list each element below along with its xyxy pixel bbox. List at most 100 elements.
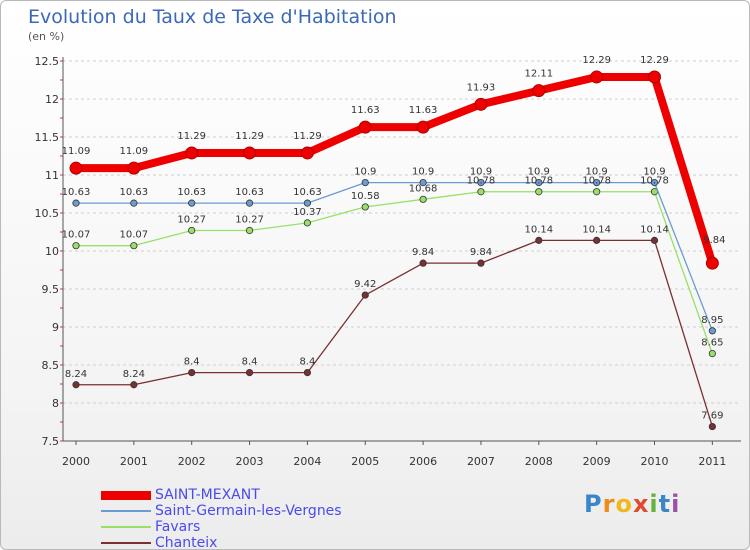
data-label: 11.29 [293,131,322,142]
data-label: 10.9 [528,167,550,178]
data-label: 10.63 [235,187,264,198]
data-point [708,349,716,358]
data-label: 7.69 [701,411,723,422]
data-point [593,236,601,244]
y-tick-label: 8.5 [42,359,60,372]
y-tick-label: 12.5 [35,55,60,68]
x-tick-label: 2003 [236,455,264,468]
data-label: 10.63 [120,187,149,198]
y-tick-label: 10 [45,245,59,258]
data-label: 10.14 [640,224,669,235]
data-point [648,70,661,84]
data-point [708,327,716,335]
x-tick-label: 2007 [467,455,495,468]
data-label: 12.29 [582,55,611,66]
series-line [72,72,717,268]
data-label: 10.07 [120,230,149,241]
axis-layer: 7.5 8 8.5 9 9.5 10 10.5 11 11.5 12 12.5 2000 2001 200… [35,55,741,468]
data-label: 11.29 [235,131,264,142]
data-label: 11.09 [120,146,149,157]
chart-title: Evolution du Taux de Taxe d'Habitation [28,6,397,28]
data-label: 10.9 [643,167,665,178]
data-point [188,226,196,235]
data-point [358,120,372,134]
data-point [130,381,138,389]
data-label: 8.24 [65,369,87,380]
logo-letter: o [615,490,633,518]
data-point [72,242,80,250]
data-label: 11.93 [467,82,496,93]
data-point [474,97,488,111]
data-label: 10.37 [293,207,322,218]
legend-swatch [101,503,151,519]
data-point [69,161,83,175]
chart-subtitle: (en %) [28,30,65,43]
data-point [477,179,485,187]
legend-swatch [101,487,151,503]
series-line [75,239,713,428]
data-point [188,368,196,377]
data-label: 10.9 [586,167,608,178]
data-label: 8.4 [299,357,315,368]
data-label: 11.09 [62,146,91,157]
data-point [303,368,311,377]
logo-letter: i [649,490,659,518]
data-point [245,199,254,207]
data-point [243,146,257,160]
legend-label: Chanteix [155,535,218,550]
data-point [130,199,138,207]
x-tick-label: 2001 [120,455,148,468]
legend-label: SAINT-MEXANT [155,487,260,503]
y-tick-label: 8 [52,397,59,410]
x-tick-label: 2009 [583,455,611,468]
data-label: 10.78 [640,176,669,187]
value-label-layer: 11.09 11.09 11.29 11.29 11.29 11.63 11.63 11.93… [62,55,726,422]
data-label: 9.84 [412,247,434,258]
x-tick-label: 2000 [62,455,90,468]
x-tick-label: 2011 [698,455,726,468]
data-point [361,203,369,211]
data-point [300,146,314,160]
grid-layer [63,60,741,404]
data-label: 10.58 [351,191,380,202]
data-point [303,199,311,207]
data-label: 8.65 [701,338,723,349]
data-label: 12.29 [640,55,669,66]
data-point [188,199,196,207]
data-label: 11.63 [351,105,380,116]
data-label: 10.9 [470,167,492,178]
x-tick-label: 2005 [351,455,379,468]
data-point [127,161,141,175]
logo-letter: r [602,490,616,518]
data-label: 10.14 [524,224,553,235]
data-point [72,381,80,389]
proxiti-logo: Proxiti [584,490,680,518]
data-point [535,188,543,196]
data-point [419,195,427,203]
x-tick-label: 2008 [525,455,553,468]
data-label: 9.42 [354,279,376,290]
data-point [650,179,659,187]
series-line [75,191,713,355]
data-point [416,120,430,134]
data-point [419,259,427,267]
data-label: 10.63 [62,187,91,198]
data-point [535,236,543,244]
data-label: 10.27 [177,214,206,225]
data-point [477,259,485,267]
data-point [185,146,199,160]
data-point [650,236,659,244]
data-label: 10.9 [412,167,434,178]
data-label: 9.84 [470,247,492,258]
x-tick-label: 2010 [641,455,669,468]
data-label: 10.07 [62,230,91,241]
series-line [75,181,713,332]
data-label: 10.27 [235,214,264,225]
series-layer [69,70,719,431]
y-tick-label: 11 [45,169,59,182]
data-point [593,188,601,196]
data-point [130,242,138,250]
data-point [245,368,254,377]
data-point [361,179,369,187]
